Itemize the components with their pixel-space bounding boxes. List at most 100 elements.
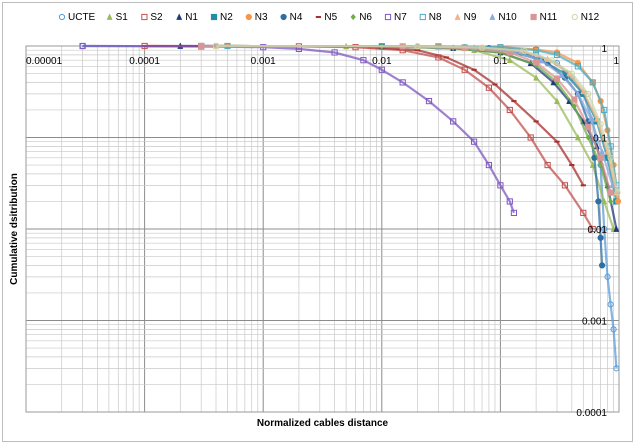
legend-item: N5: [315, 12, 338, 23]
legend-marker: [58, 13, 66, 21]
data-point: [569, 164, 575, 167]
data-point: [497, 182, 504, 189]
data-point: [580, 209, 587, 216]
series-ucte: [79, 42, 620, 372]
data-point: [574, 63, 581, 70]
data-point: [571, 96, 578, 103]
legend-marker: [280, 13, 287, 21]
data-point: [521, 47, 528, 55]
data-point: [548, 57, 555, 64]
data-point: [553, 51, 561, 58]
legend-item: N11: [530, 12, 558, 23]
legend-marker: [419, 13, 426, 21]
legend-item: S1: [106, 12, 129, 23]
legend-marker: [141, 13, 148, 21]
data-point: [595, 198, 602, 205]
data-point: [589, 225, 596, 233]
legend-label: S1: [116, 12, 129, 23]
data-point: [331, 49, 338, 56]
data-point: [485, 84, 493, 91]
data-point: [414, 43, 421, 50]
data-point: [443, 56, 449, 59]
legend-marker: [384, 13, 392, 21]
y-tick-label: 0.0001: [576, 408, 607, 419]
data-point: [378, 66, 385, 73]
data-point: [414, 49, 421, 52]
legend-label: N8: [429, 12, 442, 23]
legend-item: UCTE: [58, 12, 96, 23]
data-point: [574, 133, 581, 141]
legend-label: N6: [359, 12, 372, 23]
legend-label: N11: [540, 12, 558, 23]
data-point: [597, 154, 604, 161]
x-tick-label: 0.01: [372, 56, 392, 67]
legend-label: N10: [498, 12, 517, 23]
data-point: [614, 189, 621, 196]
data-point: [492, 83, 498, 86]
series-line: [201, 44, 612, 202]
y-tick-label: 0.1: [593, 134, 607, 145]
legend-marker: [530, 13, 537, 21]
data-point: [533, 59, 540, 66]
data-point: [580, 184, 586, 187]
data-point: [574, 90, 581, 97]
legend-label: N1: [185, 12, 198, 23]
data-point: [360, 57, 367, 64]
series-n7: [79, 42, 518, 216]
legend-item: N1: [176, 12, 198, 23]
legend-label: S2: [150, 12, 163, 23]
data-point: [585, 123, 592, 131]
legend-item: N3: [245, 12, 268, 23]
legend-item: N2: [210, 12, 233, 23]
legend-label: N3: [255, 12, 268, 23]
data-point: [471, 68, 477, 71]
legend-item: N9: [454, 12, 477, 23]
data-point: [601, 197, 608, 205]
y-axis-label: Cumulative dsitribution: [9, 173, 20, 285]
legend-item: N4: [280, 12, 303, 23]
legend-marker: [176, 13, 183, 20]
legend-marker: [315, 16, 321, 18]
legend-label: N5: [324, 12, 337, 23]
data-point: [544, 161, 551, 169]
legend-label: N2: [220, 12, 233, 23]
series-line: [215, 44, 619, 193]
legend-item: N10: [489, 12, 517, 23]
x-tick-label: 1: [613, 56, 619, 67]
data-point: [511, 100, 517, 103]
data-point: [553, 97, 560, 104]
data-point: [198, 42, 205, 50]
data-point: [533, 120, 539, 123]
data-point: [604, 273, 611, 280]
series-line: [144, 44, 585, 186]
legend: UCTE S1 S2 N1 N2 N3 N4 N5 N6 N7 N8 N9 N10 N11 N12: [58, 12, 600, 23]
data-point: [608, 198, 614, 205]
data-point: [598, 161, 604, 169]
y-tick-labels: 1 0.1 0.01 0.001 0.0001: [576, 44, 607, 419]
data-point: [571, 103, 577, 110]
series-layer: [79, 42, 622, 372]
data-point: [461, 66, 468, 73]
data-point: [212, 42, 220, 50]
data-point: [598, 262, 606, 269]
data-point: [506, 106, 513, 114]
data-point: [533, 47, 540, 54]
data-point: [450, 118, 457, 125]
data-point: [614, 198, 622, 205]
legend-marker: [489, 13, 496, 20]
data-point: [425, 97, 433, 105]
data-point: [609, 181, 616, 189]
grid: [25, 46, 619, 413]
x-tick-label: 0.0001: [129, 56, 160, 67]
data-point: [597, 234, 604, 241]
legend-label: N7: [394, 12, 407, 23]
data-point: [613, 225, 620, 232]
x-tick-label: 0.00001: [26, 56, 63, 67]
y-tick-label: 0.01: [588, 225, 608, 236]
legend-marker: [350, 13, 356, 21]
data-point: [589, 79, 596, 86]
data-point: [613, 365, 620, 372]
legend-label: N4: [290, 12, 303, 23]
legend-marker: [571, 13, 578, 21]
